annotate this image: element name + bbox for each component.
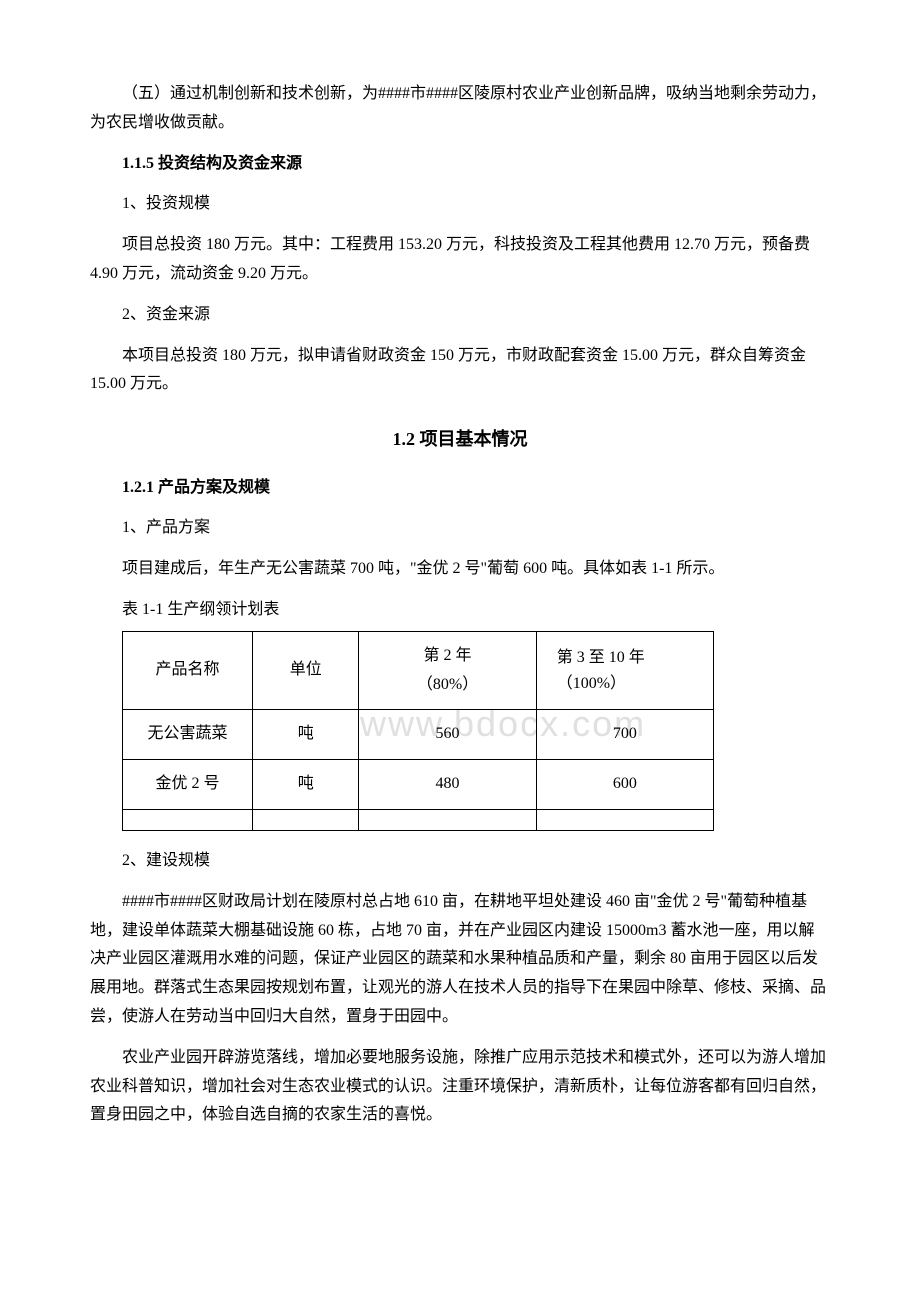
cell-product-name: 金优 2 号 [123,760,253,810]
table-row: 无公害蔬菜 吨 560 700 [123,710,714,760]
paragraph-product-plan: 项目建成后，年生产无公害蔬菜 700 吨，"金优 2 号"葡萄 600 吨。具体… [90,555,830,584]
label-build-scale: 2、建设规模 [90,847,830,876]
cell-product-name [123,809,253,830]
table-header-row: 产品名称 单位 第 2 年 （80%） 第 3 至 10 年 （100%） [123,631,714,710]
cell-unit: 吨 [253,710,359,760]
th-year3-line2: （100%） [557,671,699,697]
paragraph-build-scale-1: ####市####区财政局计划在陵原村总占地 610 亩，在耕地平坦处建设 46… [90,888,830,1032]
th-year2-line1: 第 2 年 [373,642,521,671]
paragraph-fund-source: 本项目总投资 180 万元，拟申请省财政资金 150 万元，市财政配套资金 15… [90,342,830,400]
cell-year2 [359,809,536,830]
cell-year2: 480 [359,760,536,810]
paragraph-intro-5: （五）通过机制创新和技术创新，为####市####区陵原村农业产业创新品牌，吸纳… [90,80,830,138]
table-row [123,809,714,830]
label-fund-source: 2、资金来源 [90,301,830,330]
paragraph-build-scale-2: 农业产业园开辟游览落线，增加必要地服务设施，除推广应用示范技术和模式外，还可以为… [90,1044,830,1130]
cell-unit [253,809,359,830]
cell-year3: 600 [536,760,713,810]
cell-year3 [536,809,713,830]
cell-product-name: 无公害蔬菜 [123,710,253,760]
th-year2-line2: （80%） [373,671,521,700]
th-product-name: 产品名称 [123,631,253,710]
paragraph-investment-scale: 项目总投资 180 万元。其中：工程费用 153.20 万元，科技投资及工程其他… [90,231,830,289]
th-year2: 第 2 年 （80%） [359,631,536,710]
cell-unit: 吨 [253,760,359,810]
label-investment-scale: 1、投资规模 [90,190,830,219]
cell-year2: 560 [359,710,536,760]
th-year3-10: 第 3 至 10 年 （100%） [536,631,713,710]
section-title-1-2: 1.2 项目基本情况 [90,423,830,455]
th-unit: 单位 [253,631,359,710]
table-row: 金优 2 号 吨 480 600 [123,760,714,810]
label-product-plan: 1、产品方案 [90,514,830,543]
cell-year3: 700 [536,710,713,760]
th-year3-line1: 第 3 至 10 年 [557,645,699,671]
document-body: www.bdocx.com （五）通过机制创新和技术创新，为####市####区… [90,80,830,1130]
heading-1-1-5: 1.1.5 投资结构及资金来源 [90,150,830,179]
production-plan-table: 产品名称 单位 第 2 年 （80%） 第 3 至 10 年 （100%） 无公… [122,631,714,831]
table-caption-1-1: 表 1-1 生产纲领计划表 [90,596,830,625]
heading-1-2-1: 1.2.1 产品方案及规模 [90,474,830,503]
